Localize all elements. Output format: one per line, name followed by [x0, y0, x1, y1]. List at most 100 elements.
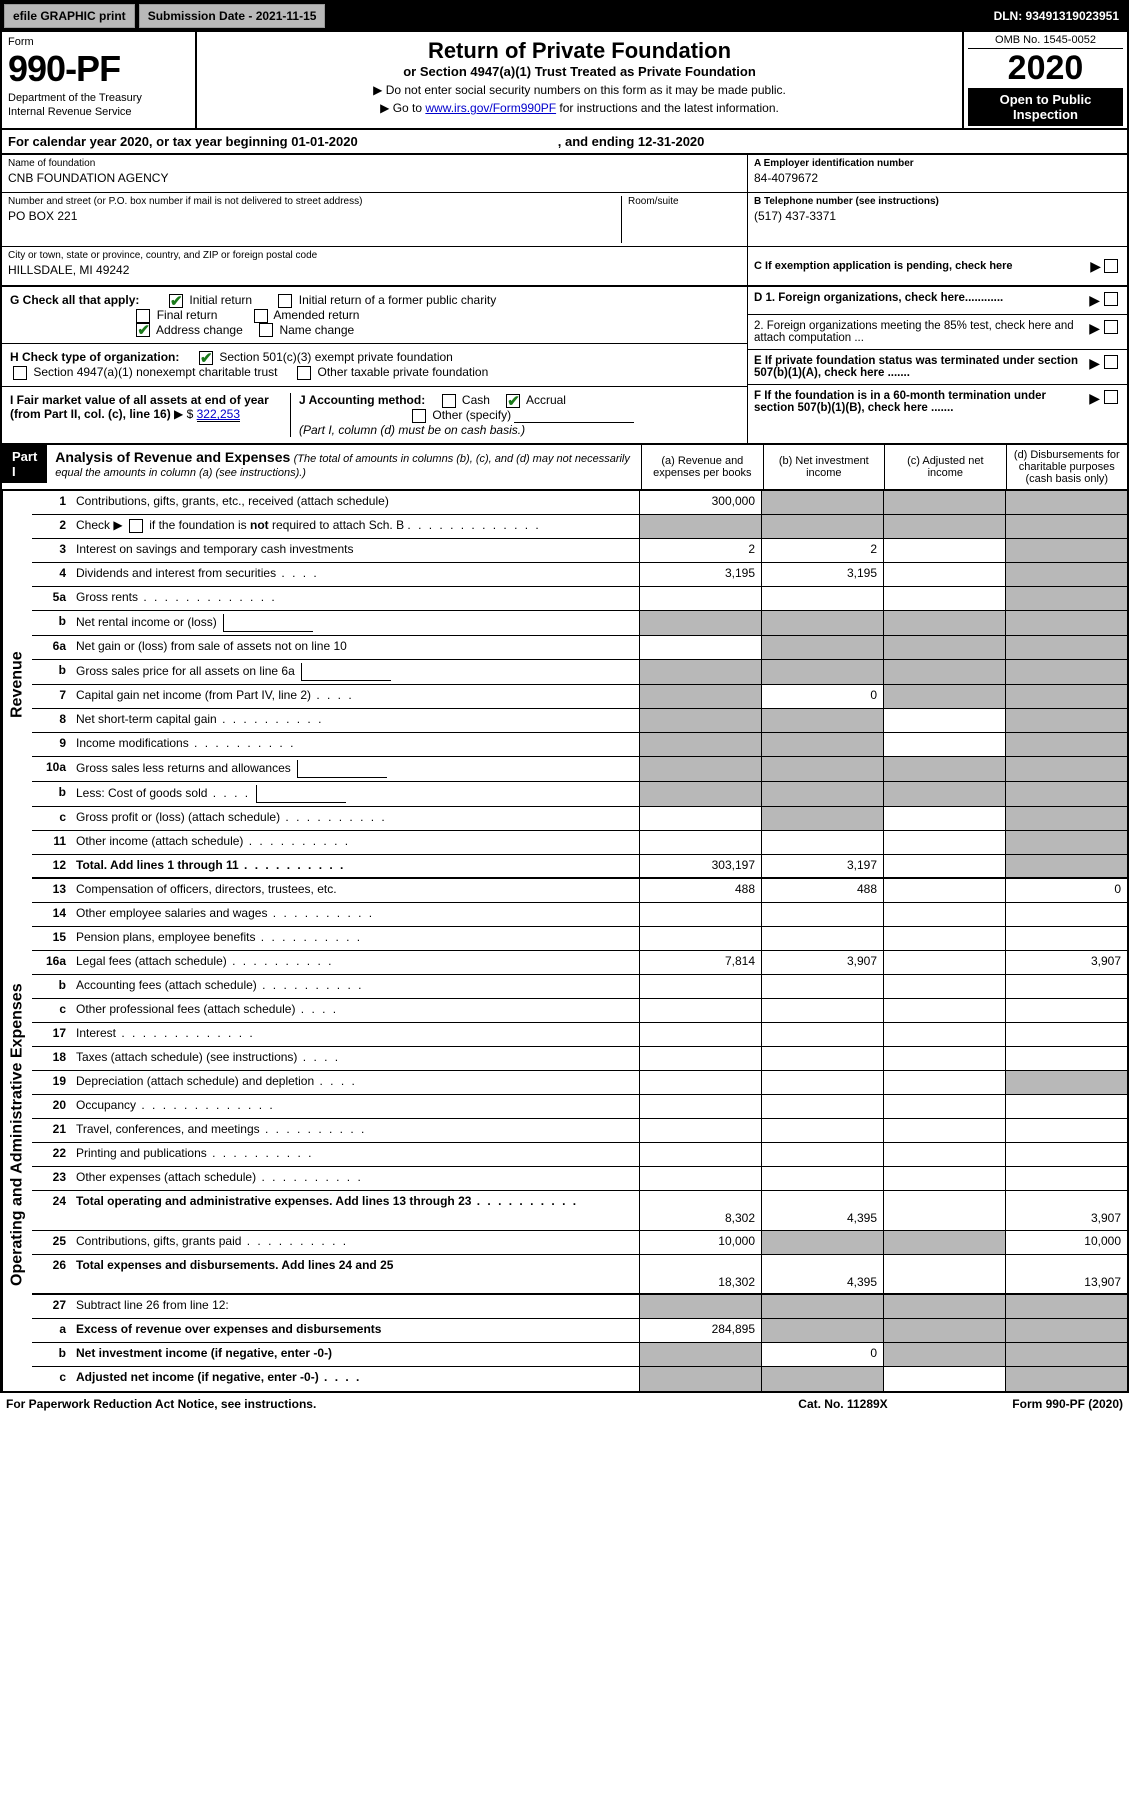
cell-d: [1005, 563, 1127, 586]
row-desc-text: Printing and publications: [76, 1146, 207, 1160]
cell-d: 13,907: [1005, 1255, 1127, 1293]
g-name-checkbox[interactable]: [259, 323, 273, 337]
h-other-checkbox[interactable]: [297, 366, 311, 380]
row-desc: Total. Add lines 1 through 11: [72, 855, 639, 877]
table-row: 20 Occupancy: [32, 1095, 1127, 1119]
row-num: 2: [32, 515, 72, 538]
row-desc: Adjusted net income (if negative, enter …: [72, 1367, 639, 1391]
table-row: 5a Gross rents: [32, 587, 1127, 611]
h-501c3-checkbox[interactable]: [199, 351, 213, 365]
g-initial-checkbox[interactable]: [169, 294, 183, 308]
exemption-pending-field: C If exemption application is pending, c…: [748, 247, 1127, 285]
row-num: 3: [32, 539, 72, 562]
part1-desc: Analysis of Revenue and Expenses (The to…: [47, 445, 641, 483]
g-initial-former-label: Initial return of a former public charit…: [299, 293, 496, 307]
row-num: 10a: [32, 757, 72, 781]
table-row: 15 Pension plans, employee benefits: [32, 927, 1127, 951]
cell-d: [1005, 1167, 1127, 1190]
row-desc: Gross sales less returns and allowances: [72, 757, 639, 781]
c-checkbox[interactable]: [1104, 259, 1118, 273]
cell-a: [639, 709, 761, 732]
note-pre: ▶ Go to: [380, 101, 425, 115]
cell-a: [639, 685, 761, 708]
g-final-label: Final return: [157, 308, 218, 322]
checks-right: D 1. Foreign organizations, check here..…: [747, 287, 1127, 443]
cell-c: [883, 951, 1005, 974]
row-desc-text: Capital gain net income (from Part IV, l…: [76, 688, 311, 702]
cell-b: [761, 1143, 883, 1166]
table-row: 3 Interest on savings and temporary cash…: [32, 539, 1127, 563]
address-field: Number and street (or P.O. box number if…: [2, 193, 747, 247]
part1-header-row: Part I Analysis of Revenue and Expenses …: [0, 445, 1129, 491]
g-amended-checkbox[interactable]: [254, 309, 268, 323]
cell-c: [883, 1191, 1005, 1230]
cell-d: [1005, 685, 1127, 708]
revenue-side-label: Revenue: [2, 491, 32, 879]
cell-b: [761, 975, 883, 998]
h-501c3-label: Section 501(c)(3) exempt private foundat…: [219, 350, 452, 364]
cell-c: [883, 1343, 1005, 1366]
cell-b: [761, 515, 883, 538]
f-label: F If the foundation is in a 60-month ter…: [754, 390, 1046, 414]
phone-value: (517) 437-3371: [754, 209, 1121, 223]
city-field: City or town, state or province, country…: [2, 247, 747, 285]
efile-button[interactable]: efile GRAPHIC print: [4, 4, 135, 28]
cell-a: 300,000: [639, 491, 761, 514]
j-cash-label: Cash: [462, 393, 490, 407]
cell-d: [1005, 1367, 1127, 1391]
g-address-checkbox[interactable]: [136, 323, 150, 337]
e-checkbox[interactable]: [1104, 355, 1118, 369]
cell-a: [639, 611, 761, 635]
row-num: 23: [32, 1167, 72, 1190]
table-row: 14 Other employee salaries and wages: [32, 903, 1127, 927]
j-other-label: Other (specify): [432, 408, 511, 422]
cell-b: [761, 1071, 883, 1094]
j-accrual-checkbox[interactable]: [506, 394, 520, 408]
tax-year: 2020: [968, 49, 1123, 88]
cell-d: [1005, 709, 1127, 732]
row-desc: Travel, conferences, and meetings: [72, 1119, 639, 1142]
h-4947-checkbox[interactable]: [13, 366, 27, 380]
table-row: b Net investment income (if negative, en…: [32, 1343, 1127, 1367]
irs-link[interactable]: www.irs.gov/Form990PF: [425, 101, 556, 115]
form-title: Return of Private Foundation: [209, 38, 950, 64]
table-row: 19 Depreciation (attach schedule) and de…: [32, 1071, 1127, 1095]
cell-a: [639, 515, 761, 538]
row-num: b: [32, 1343, 72, 1366]
j-other-checkbox[interactable]: [412, 409, 426, 423]
row-desc-text: Contributions, gifts, grants paid: [76, 1234, 241, 1248]
row-desc-text: Legal fees (attach schedule): [76, 954, 227, 968]
row-desc-text: Dividends and interest from securities: [76, 566, 276, 580]
table-row: 21 Travel, conferences, and meetings: [32, 1119, 1127, 1143]
row-num: 7: [32, 685, 72, 708]
cell-b: [761, 927, 883, 950]
form-label: Form: [8, 36, 189, 48]
j-cash-checkbox[interactable]: [442, 394, 456, 408]
col-b-header: (b) Net investment income: [763, 445, 884, 489]
row-num: 27: [32, 1295, 72, 1318]
table-row: b Gross sales price for all assets on li…: [32, 660, 1127, 685]
cell-a: 18,302: [639, 1255, 761, 1293]
row-num: 21: [32, 1119, 72, 1142]
i-value-link[interactable]: 322,253: [197, 407, 240, 422]
ein-value: 84-4079672: [754, 171, 1121, 185]
expenses-rows: 13 Compensation of officers, directors, …: [32, 879, 1127, 1391]
table-row: 1 Contributions, gifts, grants, etc., re…: [32, 491, 1127, 515]
d1-checkbox[interactable]: [1104, 292, 1118, 306]
cell-a: [639, 1119, 761, 1142]
cell-d: [1005, 660, 1127, 684]
schb-checkbox[interactable]: [129, 519, 143, 533]
cell-c: [883, 903, 1005, 926]
g-initial-former-checkbox[interactable]: [278, 294, 292, 308]
f-checkbox[interactable]: [1104, 390, 1118, 404]
cell-d: [1005, 611, 1127, 635]
dept-irs: Internal Revenue Service: [8, 106, 189, 118]
cell-c: [883, 757, 1005, 781]
footer-catalog: Cat. No. 11289X: [763, 1397, 923, 1411]
cell-b: [761, 807, 883, 830]
row-num: b: [32, 611, 72, 635]
open-public-badge: Open to Public Inspection: [968, 88, 1123, 126]
row-desc-text: Travel, conferences, and meetings: [76, 1122, 260, 1136]
table-row: 12 Total. Add lines 1 through 11 303,197…: [32, 855, 1127, 879]
d2-checkbox[interactable]: [1104, 320, 1118, 334]
